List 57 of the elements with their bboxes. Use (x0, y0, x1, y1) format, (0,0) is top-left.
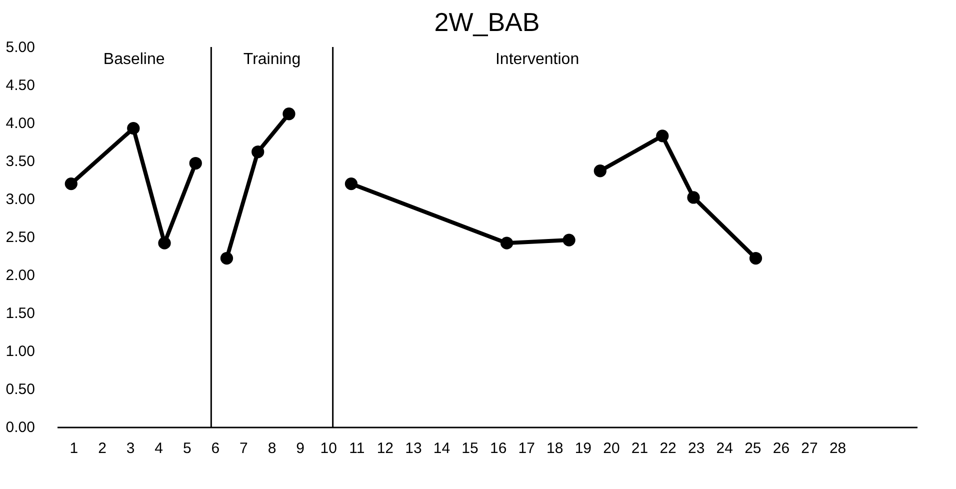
point (127, 122, 140, 135)
x-tick-label: 20 (603, 440, 620, 457)
x-tick-label: 27 (801, 440, 818, 457)
point (282, 108, 296, 120)
x-tick-label: 2 (98, 440, 106, 457)
x-tick-label: 18 (546, 440, 564, 457)
x-tick-label: 21 (631, 440, 648, 457)
x-tick-label: 17 (518, 440, 535, 457)
point (158, 236, 171, 250)
x-tick-label: 8 (268, 440, 276, 457)
point (594, 164, 606, 178)
x-tick-label: 12 (376, 440, 394, 457)
point (687, 191, 700, 204)
x-tick-label: 26 (772, 440, 790, 457)
y-tick-label: 2.00 (6, 267, 35, 284)
y-tick-label: 4.00 (6, 115, 35, 132)
y-tick-label: 3.00 (6, 191, 35, 208)
x-tick-label: 5 (182, 440, 192, 457)
x-tick-label: 10 (320, 440, 337, 457)
x-tick-label: 28 (829, 440, 846, 457)
y-tick-label: 4.50 (6, 77, 35, 94)
x-tick-label: 11 (349, 440, 365, 457)
y-tick-label: 5.00 (6, 39, 35, 56)
annotation: Baseline (103, 51, 165, 68)
y-tick-label: 1.50 (6, 305, 35, 322)
point (189, 156, 202, 170)
point (220, 252, 234, 265)
point (344, 177, 358, 190)
annotation: Intervention (495, 51, 580, 68)
point (656, 130, 669, 142)
y-tick-label: 2.50 (6, 229, 35, 246)
y-tick-label: 0.50 (6, 381, 35, 398)
x-tick-label: 22 (660, 440, 676, 457)
chart-title: 2W_BAB (434, 7, 540, 37)
annotation: Training (243, 51, 301, 68)
x-tick-label: 15 (462, 440, 478, 457)
x-tick-label: 7 (240, 440, 248, 457)
x-tick-label: 9 (296, 440, 304, 457)
point (64, 177, 78, 190)
point (252, 146, 264, 158)
x-tick-label: 19 (574, 440, 592, 457)
x-tick-label: 25 (744, 440, 762, 457)
y-tick-label: 1.00 (6, 343, 35, 360)
point (749, 252, 762, 265)
x-tick-label: 13 (405, 440, 422, 457)
x-tick-label: 4 (154, 440, 164, 457)
x-tick-label: 23 (688, 440, 705, 457)
x-tick-label: 6 (211, 440, 220, 457)
x-tick-label: 3 (126, 440, 135, 457)
x-tick-label: 16 (490, 440, 507, 457)
x-tick-label: 14 (433, 440, 450, 457)
x-tick-label: 24 (716, 440, 733, 457)
point (500, 236, 514, 250)
y-tick-label: 0.00 (6, 419, 35, 436)
y-tick-label: 3.50 (6, 153, 35, 170)
point (562, 234, 576, 246)
x-tick-label: 1 (70, 440, 78, 457)
